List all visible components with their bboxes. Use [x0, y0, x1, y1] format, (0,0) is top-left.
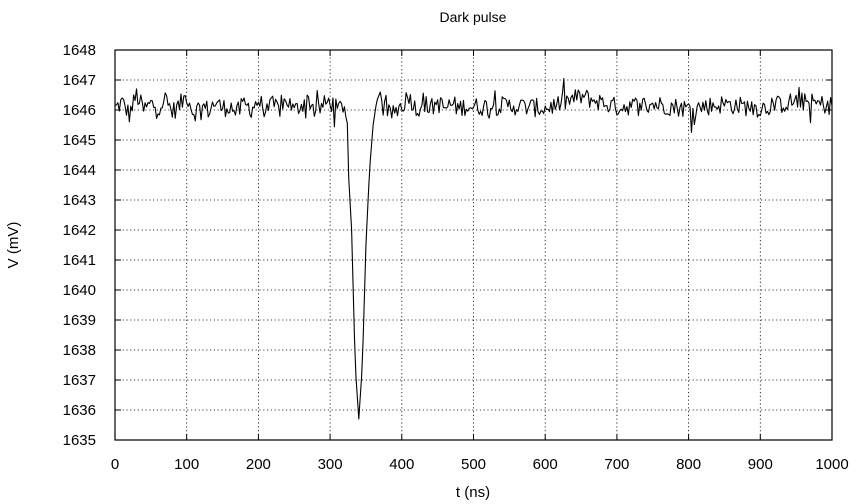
y-tick-label: 1640	[63, 282, 96, 299]
y-tick-label: 1642	[63, 222, 96, 239]
series-line	[114, 77, 833, 420]
y-tick-label: 1644	[63, 162, 96, 179]
x-tick-label: 300	[318, 456, 343, 473]
x-tick-label: 500	[461, 456, 486, 473]
y-axis-label: V (mV)	[5, 222, 22, 269]
y-tick-label: 1645	[63, 132, 96, 149]
ticks	[114, 49, 833, 441]
y-tick-label: 1638	[63, 342, 96, 359]
y-tick-label: 1643	[63, 192, 96, 209]
y-tick-label: 1639	[63, 312, 96, 329]
x-tick-label: 0	[111, 456, 119, 473]
y-tick-label: 1641	[63, 252, 96, 269]
x-tick-label: 600	[533, 456, 558, 473]
chart-title: Dark pulse	[440, 9, 507, 25]
y-tick-label: 1647	[63, 72, 96, 89]
x-tick-label: 800	[676, 456, 701, 473]
y-tick-label: 1646	[63, 102, 96, 119]
y-tick-label: 1637	[63, 372, 96, 389]
x-tick-label: 900	[748, 456, 773, 473]
y-tick-label: 1648	[63, 42, 96, 59]
x-tick-label: 100	[174, 456, 199, 473]
x-tick-label: 700	[604, 456, 629, 473]
x-tick-label: 1000	[815, 456, 848, 473]
y-tick-label: 1636	[63, 402, 96, 419]
x-tick-label: 200	[246, 456, 271, 473]
tick-labels: 0 100 200 300 400 500 600 700 800 900 1000 1635 1636…	[63, 42, 849, 473]
y-tick-label: 1635	[63, 432, 96, 449]
x-tick-label: 400	[389, 456, 414, 473]
x-axis-label: t (ns)	[456, 484, 490, 501]
